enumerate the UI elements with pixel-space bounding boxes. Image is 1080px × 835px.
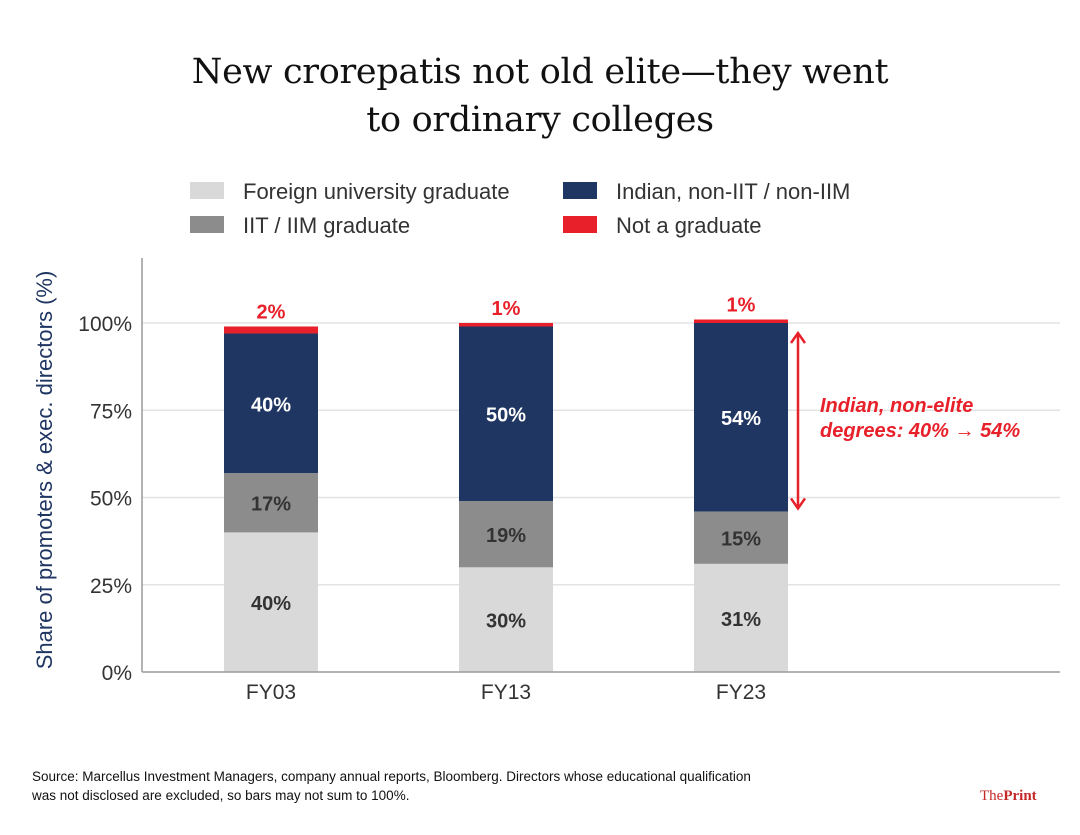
legend: Foreign university graduate IIT / IIM gra…	[190, 179, 850, 238]
legend-label: IIT / IIM graduate	[243, 213, 410, 238]
annotation-text-line-1: Indian, non-elite	[820, 395, 973, 417]
legend-swatch	[190, 182, 224, 199]
bar-segment	[224, 473, 318, 533]
annotation-text-line-2: degrees: 40% → 54%	[820, 420, 1020, 442]
brand-logo-part-2: Print	[1003, 788, 1037, 804]
data-label: 1%	[727, 295, 756, 317]
bar-segment	[224, 333, 318, 474]
data-label: 54%	[721, 408, 761, 430]
bar-segment	[459, 500, 553, 568]
x-tick-label: FY23	[716, 681, 766, 704]
source-note: Source: Marcellus Investment Managers, c…	[32, 767, 912, 805]
y-tick-label: 0%	[102, 662, 132, 685]
bar-segment	[224, 326, 318, 334]
data-label: 31%	[721, 609, 761, 631]
data-label: 19%	[486, 525, 526, 547]
legend-label: Not a graduate	[616, 213, 762, 238]
annotation-arrowhead-bottom	[789, 497, 807, 511]
data-label: 15%	[721, 529, 761, 551]
y-tick-label: 75%	[90, 400, 132, 423]
legend-label: Foreign university graduate	[243, 179, 510, 204]
data-label: 50%	[486, 405, 526, 427]
y-axis-title: Share of promoters & exec. directors (%)	[32, 271, 57, 670]
data-labels: 40% 17% 40% 2% 30% 19% 50% 1% 31% 15% 54% 1%	[251, 295, 761, 633]
bar-segment	[694, 319, 788, 323]
bar-segment	[459, 567, 553, 672]
y-tick-label: 25%	[90, 575, 132, 598]
x-tick-label: FY13	[481, 681, 531, 704]
annotation-arrowhead-top	[789, 330, 807, 344]
bar-segment	[459, 326, 553, 501]
bar-segment	[224, 532, 318, 672]
legend-swatch	[563, 216, 597, 233]
chart-title-line-1: New crorepatis not old elite—they went	[191, 52, 889, 92]
axes: 0% 25% 50% 75% 100% FY03 FY13 FY23 Share of prom…	[32, 258, 1060, 704]
bars	[224, 319, 788, 672]
bar-segment	[694, 511, 788, 564]
chart-title-line-2: to ordinary colleges	[366, 100, 714, 140]
data-label: 40%	[251, 593, 291, 615]
bar-segment	[459, 323, 553, 327]
data-label: 30%	[486, 611, 526, 633]
data-label: 2%	[257, 301, 286, 323]
data-label: 17%	[251, 494, 291, 516]
annotation: Indian, non-elite degrees: 40% → 54%	[789, 330, 1020, 511]
x-tick-label: FY03	[246, 681, 296, 704]
data-label: 1%	[492, 298, 521, 320]
source-note-line-1: Source: Marcellus Investment Managers, c…	[32, 769, 751, 784]
bar-segment	[694, 323, 788, 512]
y-tick-label: 50%	[90, 488, 132, 511]
chart-title: New crorepatis not old elite—they went t…	[0, 48, 1080, 144]
bar-segment	[694, 563, 788, 672]
legend-swatch	[190, 216, 224, 233]
brand-logo-part-1: The	[980, 788, 1004, 804]
y-tick-label: 100%	[78, 313, 132, 336]
brand-logo: ThePrint	[980, 788, 1037, 805]
source-note-line-2: was not disclosed are excluded, so bars …	[32, 788, 410, 803]
stacked-bar-chart: Foreign university graduate IIT / IIM gra…	[32, 179, 1060, 704]
legend-label: Indian, non-IIT / non-IIM	[616, 179, 850, 204]
legend-swatch	[563, 182, 597, 199]
data-label: 40%	[251, 394, 291, 416]
